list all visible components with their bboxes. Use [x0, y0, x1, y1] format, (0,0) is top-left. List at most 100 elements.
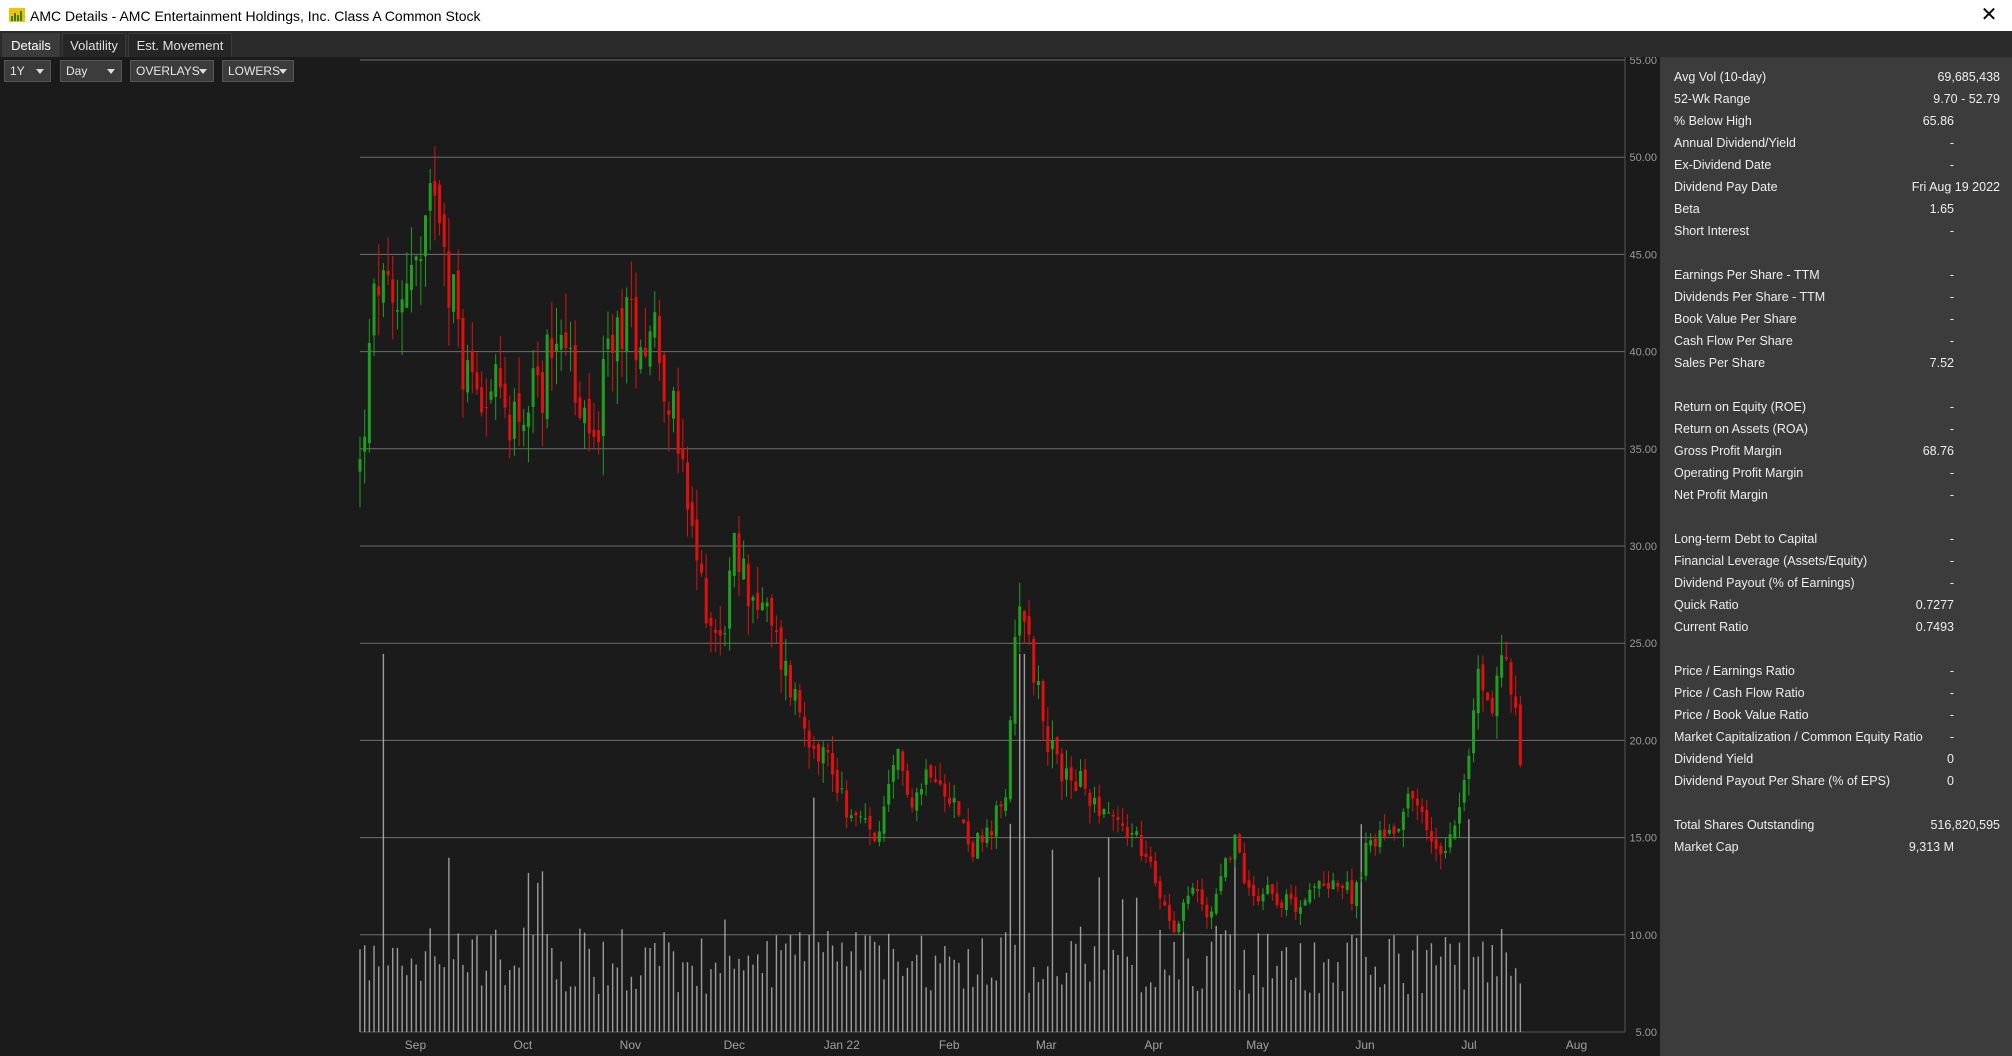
candle-body — [1041, 681, 1045, 722]
stat-row: Price / Cash Flow Ratio - — [1674, 686, 2004, 704]
candle-body — [1373, 838, 1377, 847]
candle-body — [569, 347, 573, 349]
stat-label: Ex-Dividend Date — [1674, 158, 1772, 172]
candle-body — [405, 283, 409, 308]
candle-body — [466, 360, 470, 393]
stat-label: Dividend Payout (% of Earnings) — [1674, 576, 1855, 590]
candle-body — [1495, 675, 1499, 717]
stat-value: Fri Aug 19 2022 — [1911, 180, 2000, 194]
stat-value: - — [1949, 466, 1954, 480]
stat-label: Annual Dividend/Yield — [1674, 136, 1796, 150]
stat-value: 516,820,595 — [1930, 818, 2000, 832]
candle-body — [1509, 662, 1513, 695]
tab-est-movement[interactable]: Est. Movement — [128, 33, 232, 57]
candle-body — [625, 297, 629, 352]
candle-body — [1327, 882, 1331, 889]
candle-body — [1392, 826, 1396, 835]
lowers-dropdown-label: LOWERS — [228, 64, 281, 78]
stat-row: Long-term Debt to Capital - — [1674, 532, 2004, 550]
chevron-down-icon — [199, 69, 207, 74]
y-tick-label: 5.00 — [1636, 1027, 1657, 1039]
candle-body — [723, 633, 727, 635]
candle-body — [1064, 768, 1068, 780]
candle-body — [606, 338, 610, 350]
stat-row: Financial Leverage (Assets/Equity) - — [1674, 554, 2004, 572]
candle-body — [863, 818, 867, 820]
candle-body — [826, 750, 830, 753]
candle-body — [442, 214, 446, 248]
y-tick-label: 25.00 — [1629, 638, 1657, 650]
overlays-dropdown[interactable]: OVERLAYS — [130, 60, 214, 82]
candle-body — [484, 407, 488, 409]
candle-body — [1158, 881, 1162, 899]
stat-row: Dividend Pay Date Fri Aug 19 2022 — [1674, 180, 2004, 198]
candle-body — [1453, 825, 1457, 839]
stat-value: 65.86 — [1922, 114, 1954, 128]
stat-value: 7.52 — [1929, 356, 1954, 370]
stat-label: Return on Assets (ROA) — [1674, 422, 1809, 436]
candle-body — [1050, 739, 1054, 750]
tab-volatility[interactable]: Volatility — [62, 33, 126, 57]
stat-value: 0 — [1947, 774, 1954, 788]
candle-body — [419, 259, 423, 262]
stat-label: Financial Leverage (Assets/Equity) — [1674, 554, 1868, 568]
interval-dropdown[interactable]: Day — [60, 60, 122, 82]
range-dropdown[interactable]: 1Y — [4, 60, 51, 82]
candle-body — [1411, 791, 1415, 799]
candle-body — [732, 532, 736, 576]
stat-row: % Below High 65.86 — [1674, 114, 2004, 132]
y-tick-label: 15.00 — [1629, 833, 1657, 845]
stat-value: - — [1949, 554, 1954, 568]
tab-details[interactable]: Details — [2, 33, 60, 57]
chevron-down-icon — [107, 69, 115, 74]
close-icon[interactable]: ✕ — [1980, 4, 1998, 26]
candle-body — [971, 842, 975, 857]
candle-body — [952, 798, 956, 803]
candle-body — [377, 286, 381, 296]
x-tick-label: Feb — [939, 1038, 960, 1052]
candle-body — [835, 770, 839, 793]
candle-body — [1018, 606, 1022, 636]
title-bar: AMC Details - AMC Entertainment Holdings… — [0, 0, 2012, 31]
candle-body — [620, 308, 624, 350]
stat-label: Dividend Payout Per Share (% of EPS) — [1674, 774, 1891, 788]
candle-body — [1298, 907, 1302, 914]
candle-body — [1312, 886, 1316, 888]
stat-value: - — [1949, 664, 1954, 678]
candle-body — [662, 354, 666, 402]
candle-body — [1172, 920, 1176, 932]
candle-body — [737, 533, 741, 573]
candle-body — [381, 270, 385, 303]
candle-body — [1415, 798, 1419, 806]
stat-value: - — [1949, 686, 1954, 700]
candle-body — [760, 602, 764, 611]
stat-row: Earnings Per Share - TTM - — [1674, 268, 2004, 286]
candle-body — [1074, 781, 1078, 791]
candle-body — [831, 753, 835, 775]
candle-body — [1476, 668, 1480, 714]
candle-body — [1369, 840, 1373, 846]
candle-body — [555, 343, 559, 351]
candle-body — [1181, 902, 1185, 921]
candle-body — [1224, 858, 1228, 878]
candle-body — [1027, 616, 1031, 635]
stat-value: - — [1949, 158, 1954, 172]
candle-body — [742, 558, 746, 580]
price-volume-chart[interactable]: 5.00 10.00 15.00 20.00 25.00 30.00 35.00 40.00 4… — [0, 57, 1662, 1056]
stat-label: Price / Cash Flow Ratio — [1674, 686, 1805, 700]
stat-row: Dividend Payout (% of Earnings) - — [1674, 576, 2004, 594]
candle-body — [933, 779, 937, 782]
stat-row: Cash Flow Per Share - — [1674, 334, 2004, 352]
candle-body — [1266, 884, 1270, 894]
stat-row: Quick Ratio 0.7277 — [1674, 598, 2004, 616]
candle-body — [367, 343, 371, 444]
candle-body — [1233, 834, 1237, 860]
lowers-dropdown[interactable]: LOWERS — [222, 60, 294, 82]
stat-row: Dividend Yield 0 — [1674, 752, 2004, 770]
candle-body — [1294, 896, 1298, 912]
candle-body — [990, 831, 994, 836]
candle-body — [896, 748, 900, 770]
stat-value: - — [1949, 334, 1954, 348]
candle-body — [1434, 839, 1438, 849]
stats-panel: Avg Vol (10-day) 69,685,438 52-Wk Range 9.7… — [1660, 57, 2012, 1056]
